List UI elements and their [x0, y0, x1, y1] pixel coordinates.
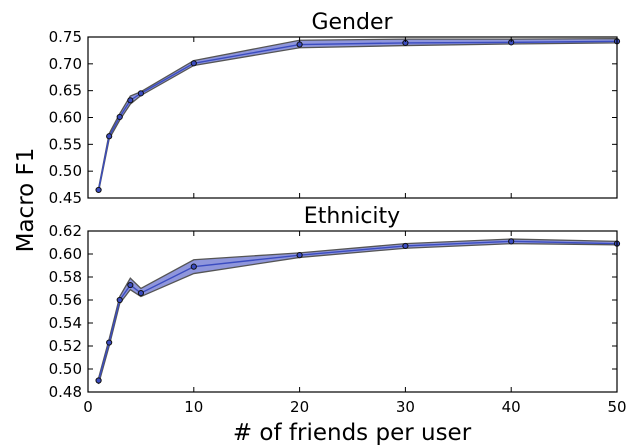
panel-ethnicity-point: [508, 238, 515, 245]
panel-gender-confidence-band: [97, 37, 618, 192]
y-tick-label: 0.60: [49, 109, 82, 127]
panel-gender-frame: [87, 36, 618, 199]
y-tick-label: 0.54: [49, 314, 82, 332]
x-tick-label: 20: [290, 398, 309, 416]
y-tick-label: 0.65: [49, 82, 82, 100]
y-tick-label: 0.48: [49, 383, 82, 401]
y-tick-label: 0.56: [49, 291, 82, 309]
panel-ethnicity-series-line: [97, 240, 618, 381]
y-tick-label: 0.50: [49, 360, 82, 378]
panel-ethnicity-point: [127, 281, 134, 289]
y-tick-label: 0.50: [49, 162, 82, 180]
x-axis-label: # of friends per user: [233, 420, 472, 445]
x-tick-label: 40: [502, 398, 521, 416]
y-tick-label: 0.62: [49, 222, 82, 240]
panel-gender-point: [127, 97, 134, 104]
panel-gender-point: [137, 90, 144, 97]
y-tick-label: 0.45: [49, 189, 82, 207]
y-tick-label: 0.75: [49, 28, 82, 46]
x-tick-label: 30: [396, 398, 415, 416]
panel-ethnicity-point: [106, 339, 113, 346]
panel-ethnicity-point: [137, 290, 144, 297]
panel-ethnicity: 0.48 0.50 0.52 0.54 0.56 0.58 0.60 0.62 0 10 20 30 4…: [49, 222, 627, 416]
panel-ethnicity-confidence-band: [97, 238, 618, 385]
panel-ethnicity-point: [190, 263, 197, 270]
panel-gender-point: [95, 186, 102, 194]
panel-gender: 0.45 0.50 0.55 0.60 0.65 0.70 0.75: [49, 28, 621, 207]
panel-ethnicity-point: [402, 242, 409, 250]
y-tick-label: 0.58: [49, 268, 82, 286]
y-tick-label: 0.60: [49, 245, 82, 263]
panel-2-title: Ethnicity: [304, 204, 400, 229]
panel-ethnicity-point: [116, 296, 123, 304]
panel-gender-point: [106, 133, 113, 140]
panel-gender-point: [190, 60, 197, 67]
panel-gender-point: [296, 41, 303, 48]
y-tick-label: 0.55: [49, 135, 82, 153]
y-axis-label: Macro F1: [13, 148, 39, 253]
x-tick-label: 0: [83, 398, 93, 416]
panel-ethnicity-frame: [87, 230, 618, 393]
y-tick-label: 0.52: [49, 337, 82, 355]
panel-ethnicity-point: [95, 377, 102, 384]
x-tick-label: 50: [607, 398, 626, 416]
y-tick-label: 0.70: [49, 55, 82, 73]
panel-ethnicity-point: [296, 252, 303, 259]
x-tick-label: 10: [184, 398, 203, 416]
panel-gender-point: [116, 113, 123, 121]
panel-1-title: Gender: [311, 10, 393, 35]
panel-gender-series-line: [97, 40, 618, 191]
